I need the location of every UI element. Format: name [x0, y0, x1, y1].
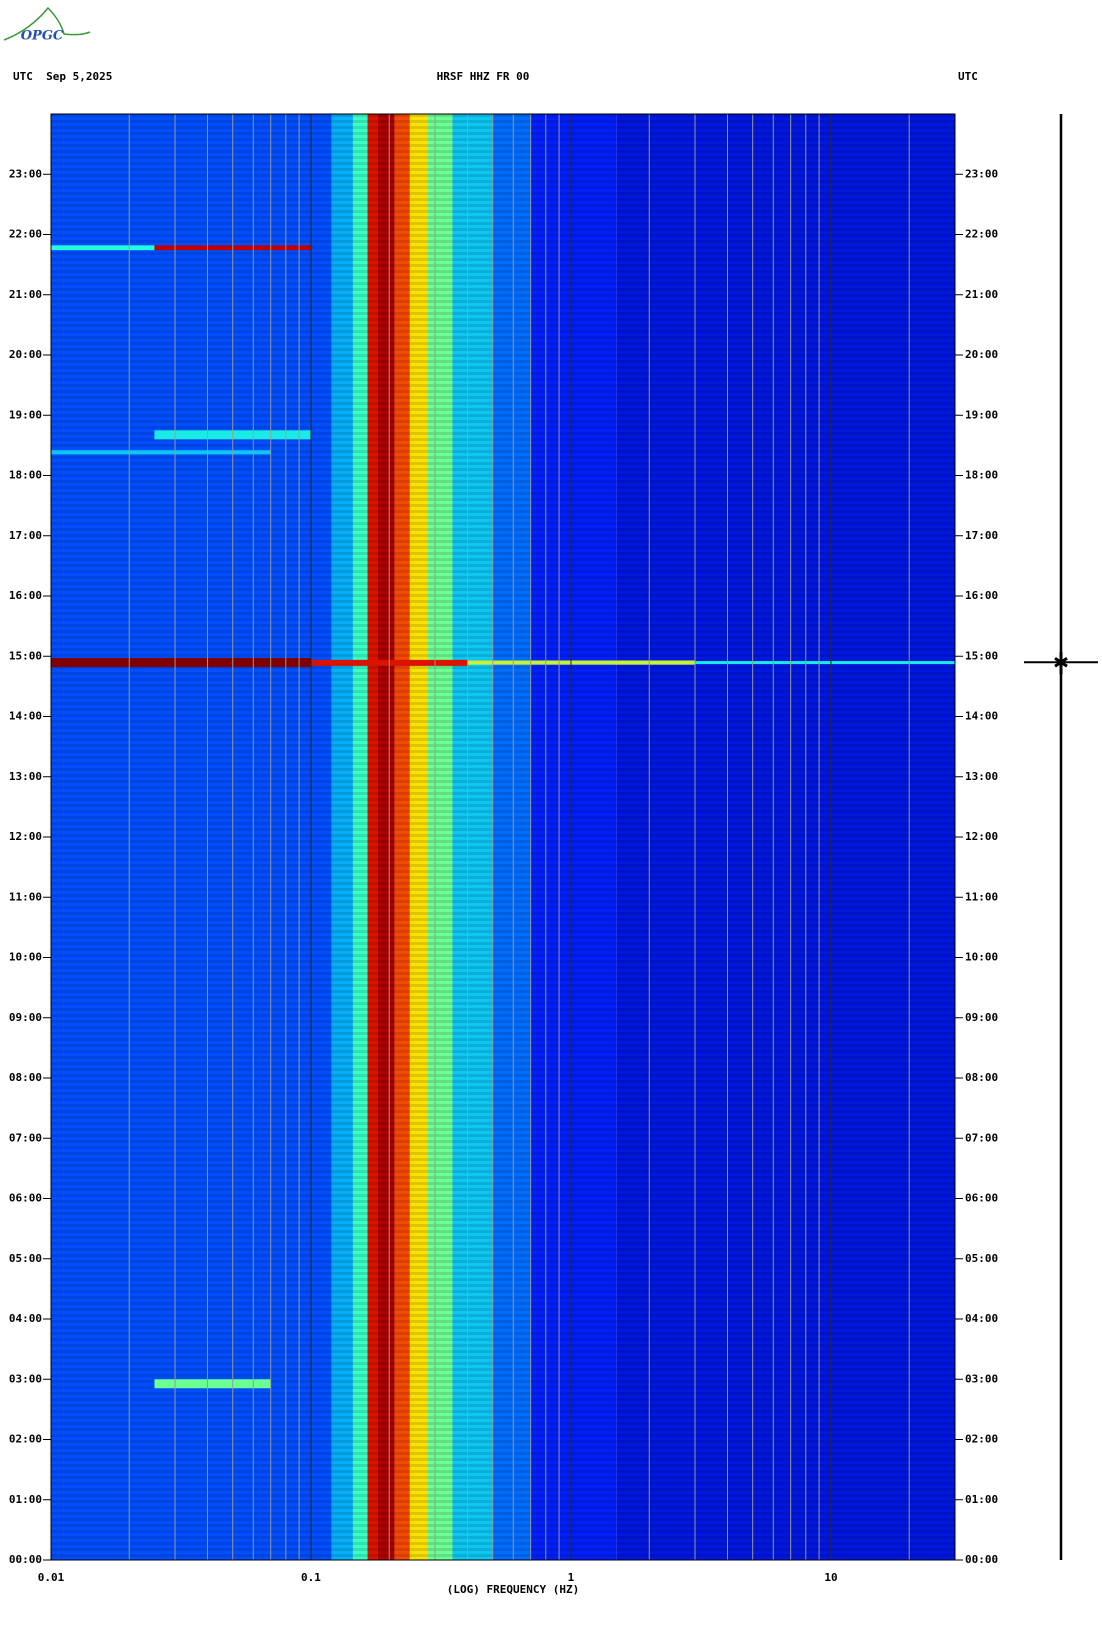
y-tick-label: 03:00	[9, 1372, 42, 1385]
y-tick-label: 15:00	[9, 649, 42, 662]
y-tick-label: 22:00	[9, 228, 42, 241]
y-tick-label: 06:00	[9, 1192, 42, 1205]
y-tick-label: 04:00	[9, 1312, 42, 1325]
event	[51, 658, 311, 668]
y-tick-label-right: 12:00	[965, 830, 998, 843]
y-tick-label: 02:00	[9, 1433, 42, 1446]
y-tick-label: 20:00	[9, 348, 42, 361]
y-tick-label-right: 11:00	[965, 890, 998, 903]
y-tick-label: 16:00	[9, 589, 42, 602]
logo: OPGC	[21, 29, 64, 44]
y-tick-label: 13:00	[9, 770, 42, 783]
y-tick-label-right: 10:00	[965, 951, 998, 964]
y-tick-label-right: 13:00	[965, 770, 998, 783]
event	[51, 450, 271, 455]
left-title: UTC Sep 5,2025	[13, 70, 112, 83]
y-tick-label-right: 00:00	[965, 1553, 998, 1566]
y-tick-label-right: 20:00	[965, 348, 998, 361]
y-tick-label-right: 17:00	[965, 529, 998, 542]
y-tick-label-right: 05:00	[965, 1252, 998, 1265]
y-tick-label-right: 15:00	[965, 649, 998, 662]
y-tick-label: 14:00	[9, 710, 42, 723]
y-tick-label-right: 08:00	[965, 1071, 998, 1084]
x-tick-label: 0.1	[301, 1571, 321, 1584]
y-tick-label: 00:00	[9, 1553, 42, 1566]
y-tick-label: 07:00	[9, 1131, 42, 1144]
y-tick-label-right: 16:00	[965, 589, 998, 602]
event	[154, 1379, 271, 1389]
y-tick-label-right: 06:00	[965, 1192, 998, 1205]
y-tick-label-right: 14:00	[965, 710, 998, 723]
x-tick-label: 0.01	[38, 1571, 65, 1584]
y-tick-label-right: 22:00	[965, 228, 998, 241]
y-tick-label-right: 02:00	[965, 1433, 998, 1446]
y-tick-label: 12:00	[9, 830, 42, 843]
x-tick-label: 10	[824, 1571, 837, 1584]
y-tick-label-right: 21:00	[965, 288, 998, 301]
y-tick-label: 05:00	[9, 1252, 42, 1265]
logo-mark	[3, 6, 91, 41]
y-tick-label: 08:00	[9, 1071, 42, 1084]
y-tick-label: 17:00	[9, 529, 42, 542]
y-tick-label-right: 01:00	[965, 1493, 998, 1506]
y-tick-label-right: 04:00	[965, 1312, 998, 1325]
y-tick-label: 21:00	[9, 288, 42, 301]
event	[51, 245, 155, 251]
trace-burst	[1054, 652, 1068, 675]
y-tick-label-right: 23:00	[965, 167, 998, 180]
y-tick-label: 09:00	[9, 1011, 42, 1024]
event	[695, 661, 955, 665]
y-tick-label: 23:00	[9, 167, 42, 180]
event	[467, 660, 696, 665]
y-tick-label: 19:00	[9, 408, 42, 421]
right-title: UTC	[958, 70, 978, 83]
y-tick-label-right: 18:00	[965, 469, 998, 482]
y-tick-label-right: 09:00	[965, 1011, 998, 1024]
y-tick-label: 01:00	[9, 1493, 42, 1506]
y-tick-label-right: 03:00	[965, 1372, 998, 1385]
x-tick-label: 1	[568, 1571, 575, 1584]
y-tick-label-right: 07:00	[965, 1131, 998, 1144]
y-tick-label: 18:00	[9, 469, 42, 482]
y-tick-label: 11:00	[9, 890, 42, 903]
texture	[51, 114, 955, 1560]
x-axis-label: (LOG) FREQUENCY (HZ)	[447, 1583, 579, 1596]
y-tick-label: 10:00	[9, 951, 42, 964]
y-tick-label-right: 19:00	[965, 408, 998, 421]
chart-title: HRSF HHZ FR 00	[437, 70, 530, 83]
